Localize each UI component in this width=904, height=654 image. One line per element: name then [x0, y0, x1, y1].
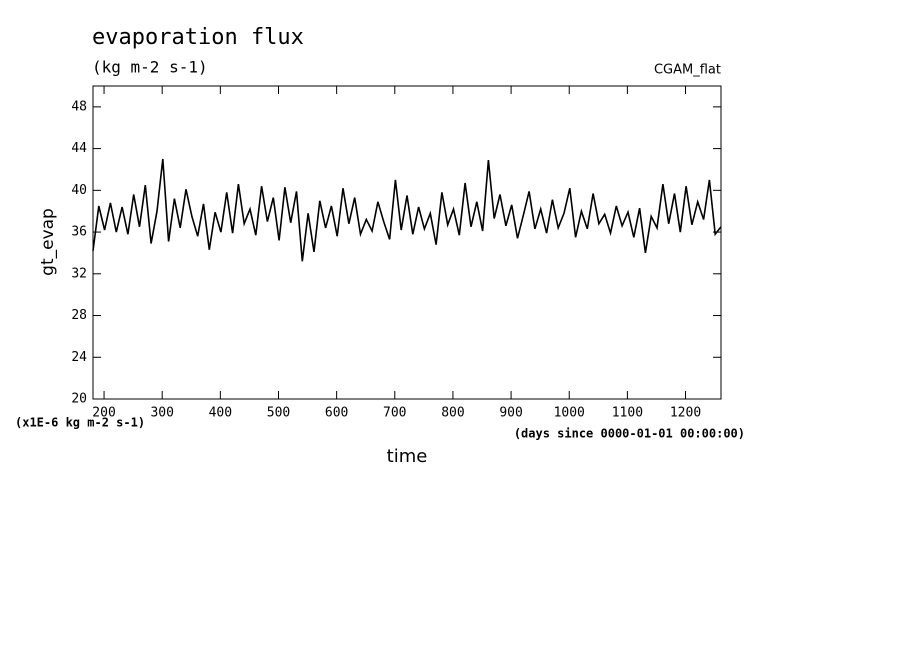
- x-tick-label: 800: [441, 406, 464, 421]
- y-tick-label: 36: [71, 225, 87, 240]
- chart-subtitle: (kg m-2 s-1): [92, 58, 208, 77]
- x-tick-label: 1200: [670, 406, 701, 421]
- x-units: (days since 0000-01-01 00:00:00): [514, 427, 745, 441]
- y-tick-label: 32: [71, 266, 87, 281]
- y-tick-label: 48: [71, 99, 87, 114]
- y-tick-label: 44: [71, 141, 87, 156]
- chart-title: evaporation flux: [92, 25, 304, 50]
- x-tick-label: 600: [325, 406, 348, 421]
- y-tick-label: 40: [71, 183, 87, 198]
- y-tick-label: 20: [71, 392, 87, 407]
- x-tick-label: 300: [150, 406, 173, 421]
- y-tick-label: 28: [71, 308, 87, 323]
- annotation: CGAM_flat: [654, 63, 721, 78]
- x-tick-label: 700: [383, 406, 406, 421]
- x-tick-label: 900: [499, 406, 522, 421]
- x-tick-label: 400: [209, 406, 232, 421]
- data-line: [92, 158, 722, 262]
- x-axis-label: time: [387, 446, 428, 467]
- y-tick-label: 24: [71, 350, 87, 365]
- x-tick-label: 500: [267, 406, 290, 421]
- y-units: (x1E-6 kg m-2 s-1): [15, 416, 145, 430]
- x-tick-label: 200: [92, 406, 115, 421]
- x-tick-label: 1100: [612, 406, 643, 421]
- plot-frame: [92, 85, 722, 400]
- y-axis-label: gt_evap: [38, 208, 58, 276]
- x-tick-label: 1000: [554, 406, 585, 421]
